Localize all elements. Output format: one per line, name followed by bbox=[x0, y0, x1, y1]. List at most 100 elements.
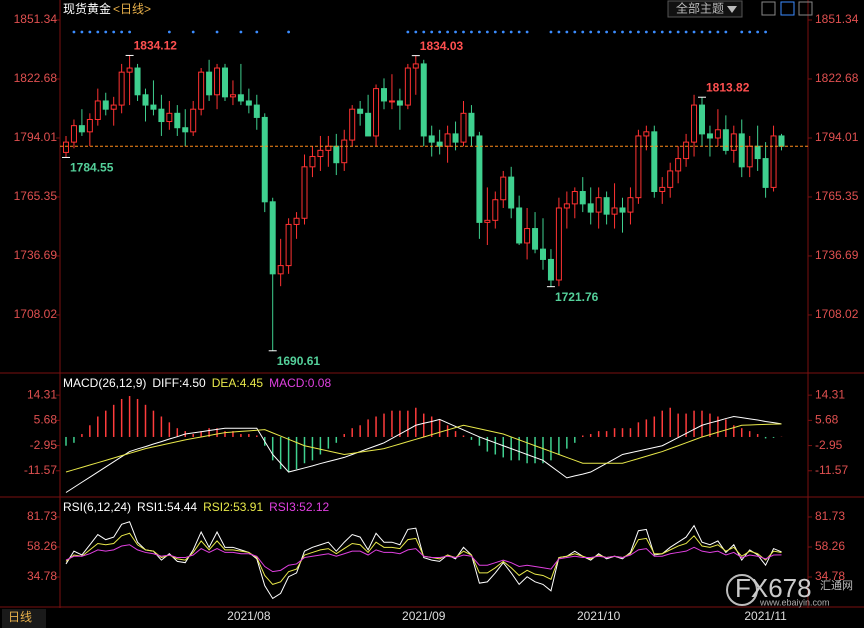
candle-body bbox=[738, 133, 745, 168]
candle-body bbox=[63, 141, 69, 153]
signal-dot bbox=[621, 30, 624, 34]
series-line bbox=[65, 415, 782, 493]
candle-body bbox=[651, 131, 658, 193]
candle-body bbox=[611, 207, 618, 215]
dropdown-arrow[interactable] bbox=[727, 6, 737, 13]
toolbar: 全部主题 bbox=[667, 0, 813, 18]
candle-body bbox=[547, 258, 554, 281]
y-tick-label: 5.68 bbox=[815, 413, 839, 427]
candle-body bbox=[404, 67, 411, 106]
watermark-logo-text: FX678 bbox=[735, 573, 812, 603]
candle-body bbox=[516, 207, 523, 244]
legend-entry: RSI(6,12,24) bbox=[63, 500, 131, 514]
candle-body bbox=[229, 94, 236, 98]
signal-dot bbox=[748, 30, 752, 34]
signal-dot bbox=[509, 30, 513, 34]
candle-body bbox=[102, 100, 109, 110]
candle-body bbox=[436, 141, 443, 147]
y-tick-label: -2.95 bbox=[30, 438, 58, 452]
x-tick-label: 2021/11 bbox=[744, 609, 787, 623]
signal-dot bbox=[692, 30, 696, 34]
candle-body bbox=[357, 108, 364, 114]
candle-body bbox=[349, 108, 356, 141]
legend-entry: RSI2:53.91 bbox=[203, 500, 263, 514]
period-tab[interactable] bbox=[2, 609, 46, 628]
signal-dot bbox=[104, 30, 108, 34]
signal-dot bbox=[485, 30, 489, 34]
signal-dot bbox=[676, 30, 680, 34]
y-tick-label: 1708.02 bbox=[815, 307, 859, 321]
watermark: FX678 汇通网 www.ebaiyin.com bbox=[726, 573, 853, 607]
y-tick-label: 1822.68 bbox=[815, 71, 859, 85]
candle-body bbox=[253, 104, 260, 118]
legend-entry: MACD(26,12,9) bbox=[63, 376, 146, 390]
theme-select[interactable] bbox=[667, 0, 743, 18]
y-tick-label: 58.26 bbox=[27, 539, 57, 553]
y-tick-label: 1765.35 bbox=[815, 189, 859, 203]
candle-body bbox=[714, 129, 721, 139]
legend-entry: DIFF:4.50 bbox=[152, 376, 206, 390]
candle-body bbox=[285, 223, 292, 267]
y-tick-label: -11.57 bbox=[24, 463, 57, 477]
toolbar-button[interactable] bbox=[761, 1, 776, 16]
signal-dot bbox=[644, 30, 648, 34]
signal-dot bbox=[414, 30, 418, 34]
series-line bbox=[65, 423, 782, 473]
toolbar-button[interactable] bbox=[798, 1, 813, 16]
annotation-label: 1721.76 bbox=[555, 290, 599, 304]
candle-body bbox=[174, 112, 181, 129]
candle-body bbox=[198, 71, 205, 110]
candle-body bbox=[563, 203, 570, 209]
y-tick-label: 81.73 bbox=[27, 509, 57, 523]
candle-body bbox=[540, 248, 546, 260]
candle-body bbox=[460, 112, 467, 143]
legend-entry: RSI1:54.44 bbox=[137, 500, 197, 514]
candle-body bbox=[683, 141, 690, 160]
candle-body bbox=[261, 116, 268, 203]
candle-body bbox=[468, 112, 475, 137]
candle-body bbox=[428, 135, 435, 143]
candle-body bbox=[78, 125, 85, 133]
theme-label[interactable]: 全部主题 bbox=[676, 1, 724, 16]
signal-dot bbox=[613, 30, 616, 34]
toolbar-button[interactable] bbox=[780, 1, 795, 16]
signal-dot bbox=[72, 30, 76, 34]
signal-dot bbox=[668, 30, 672, 34]
candle-body bbox=[555, 207, 562, 281]
watermark-url: www.ebaiyin.com bbox=[759, 597, 830, 607]
y-tick-label: 14.31 bbox=[815, 387, 845, 401]
x-tick-label: 2021/10 bbox=[577, 609, 621, 623]
candle-body bbox=[420, 63, 427, 137]
candle-body bbox=[492, 199, 499, 221]
candle-body bbox=[110, 104, 117, 110]
period-tab-label[interactable]: 日线 bbox=[8, 610, 32, 624]
signal-dot bbox=[549, 30, 553, 34]
candle-body bbox=[166, 112, 173, 123]
y-tick-label: 1794.01 bbox=[815, 130, 859, 144]
signal-dot bbox=[764, 30, 767, 34]
candle-body bbox=[476, 135, 483, 223]
signal-dot bbox=[652, 30, 656, 34]
candle-body bbox=[667, 170, 674, 188]
candle-body bbox=[118, 71, 125, 106]
signal-dot bbox=[446, 30, 449, 34]
candle-body bbox=[70, 125, 77, 143]
y-tick-label: 1822.68 bbox=[14, 71, 58, 85]
signal-dot bbox=[605, 30, 608, 34]
candle-body bbox=[317, 149, 324, 158]
legend-entry: <日线> bbox=[113, 2, 151, 16]
candle-body bbox=[293, 217, 300, 225]
candle-body bbox=[532, 228, 539, 250]
signal-dot bbox=[422, 30, 426, 34]
candle-body bbox=[94, 100, 101, 120]
candle-body bbox=[150, 104, 157, 110]
candle-body bbox=[587, 203, 594, 213]
signal-dot bbox=[191, 30, 195, 34]
legend-entry: RSI3:52.12 bbox=[269, 500, 329, 514]
candle-body bbox=[770, 135, 777, 188]
candle-body bbox=[126, 67, 133, 73]
candle-body bbox=[341, 139, 348, 164]
candle-body bbox=[579, 191, 586, 205]
x-tick-label: 2021/08 bbox=[227, 609, 271, 623]
